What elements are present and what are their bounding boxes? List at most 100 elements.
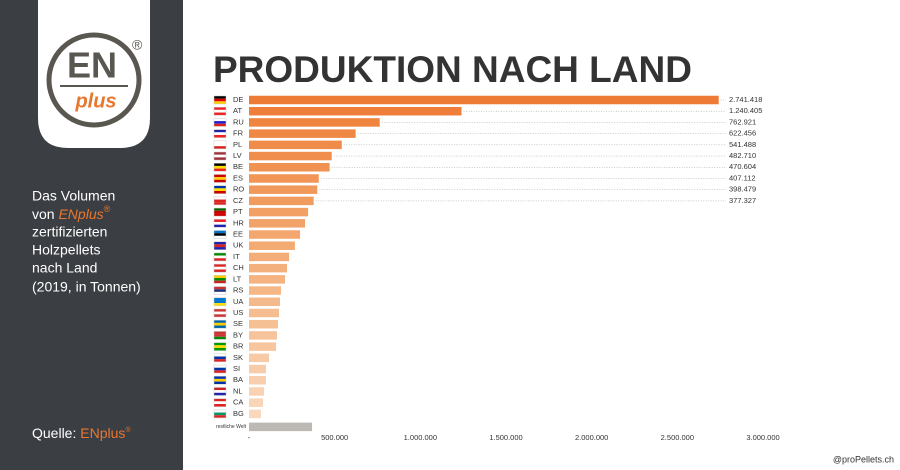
value-label: 398.479 xyxy=(729,185,756,194)
description: von ENplus® xyxy=(32,204,111,221)
flag xyxy=(214,185,226,189)
flag xyxy=(214,314,226,317)
category-label: CA xyxy=(233,398,243,407)
value-label: 470.604 xyxy=(729,162,756,171)
category-label: PL xyxy=(233,140,242,149)
category-label: UK xyxy=(233,241,243,250)
flag-border xyxy=(213,95,227,105)
flag xyxy=(214,320,226,323)
flag xyxy=(214,392,226,396)
flag xyxy=(214,300,226,304)
category-label: US xyxy=(233,308,243,317)
flag-border xyxy=(213,174,227,183)
flag xyxy=(214,252,226,256)
category-label: ES xyxy=(233,173,243,182)
flag xyxy=(214,376,226,379)
x-tick-label: 1.000.000 xyxy=(404,433,437,442)
flag xyxy=(214,121,226,124)
flag-border xyxy=(213,185,227,194)
category-label: NL xyxy=(233,386,243,395)
flag xyxy=(214,367,226,371)
bar xyxy=(249,174,319,183)
flag xyxy=(214,269,226,273)
flag xyxy=(214,345,226,348)
bar xyxy=(249,353,270,363)
bar xyxy=(249,275,285,284)
flag xyxy=(214,381,226,385)
flag xyxy=(214,235,226,239)
flag xyxy=(214,331,226,335)
flag xyxy=(214,230,226,234)
bar xyxy=(249,398,264,407)
flag xyxy=(214,219,226,222)
category-label: IT xyxy=(233,252,240,261)
bar xyxy=(249,241,295,250)
category-label: restliche Welt xyxy=(216,424,247,430)
flag-border xyxy=(213,398,227,407)
flag-border xyxy=(213,151,227,161)
flag xyxy=(214,168,226,172)
flag-border xyxy=(213,163,227,172)
source: Quelle: ENplus® xyxy=(32,425,131,441)
flag xyxy=(214,264,226,267)
flag-border xyxy=(213,342,227,351)
flag-border xyxy=(213,263,227,273)
flag xyxy=(214,398,226,402)
flag xyxy=(214,359,226,362)
x-tick-label: 500.000 xyxy=(321,433,348,442)
category-label: SE xyxy=(233,319,243,328)
flag xyxy=(214,370,226,374)
flag xyxy=(214,210,226,214)
bar xyxy=(249,409,261,419)
flag xyxy=(214,165,226,169)
description: nach Land xyxy=(32,260,97,276)
category-label: BE xyxy=(233,162,243,171)
logo-ring xyxy=(46,32,142,128)
bar xyxy=(249,219,306,228)
flag xyxy=(214,196,226,200)
flag-border xyxy=(213,364,227,374)
category-label: BA xyxy=(233,375,243,384)
value-label: 407.112 xyxy=(729,173,756,182)
bar xyxy=(249,163,330,172)
flag xyxy=(214,96,226,99)
flag-border xyxy=(213,286,227,295)
flag xyxy=(214,123,226,127)
bar xyxy=(249,151,332,161)
flag xyxy=(214,404,226,407)
category-label: RS xyxy=(233,286,243,295)
flag xyxy=(214,278,226,281)
flag-border xyxy=(213,308,227,318)
category-label: PT xyxy=(233,207,243,216)
flag xyxy=(214,412,226,416)
flag xyxy=(214,255,226,259)
flag-border xyxy=(213,196,227,206)
bar xyxy=(249,364,266,374)
category-label: UA xyxy=(233,297,243,306)
flag xyxy=(214,415,226,418)
flag xyxy=(214,390,226,393)
category-label: FR xyxy=(233,129,244,138)
flag xyxy=(214,401,226,405)
category-label: RU xyxy=(233,117,244,126)
flag-border xyxy=(213,252,227,262)
chart-title: PRODUKTION NACH LAND xyxy=(213,49,692,90)
flag xyxy=(214,107,226,110)
flag xyxy=(214,322,226,326)
flag xyxy=(214,157,226,161)
brand-registered: ® xyxy=(104,204,111,214)
bar xyxy=(249,140,342,150)
category-label: CH xyxy=(233,263,244,272)
category-label: HR xyxy=(233,218,244,227)
flag-border xyxy=(213,106,227,116)
x-tick-label: 2.500.000 xyxy=(661,433,694,442)
flag xyxy=(214,202,226,205)
flag xyxy=(214,311,226,315)
flag xyxy=(214,387,226,391)
bar xyxy=(249,286,282,295)
bar xyxy=(249,252,290,262)
x-tick-label: 2.000.000 xyxy=(575,433,608,442)
flag xyxy=(214,118,226,122)
description: Holzpellets xyxy=(32,242,100,258)
category-label: BG xyxy=(233,409,244,418)
